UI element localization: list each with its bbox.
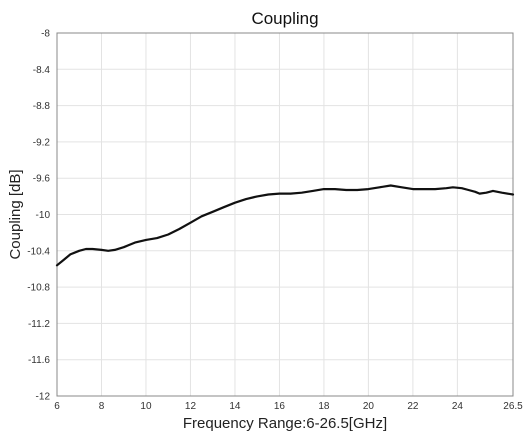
y-tick-label: -8.4 <box>33 65 51 76</box>
x-axis-label: Frequency Range:6-26.5[GHz] <box>183 415 387 432</box>
x-tick-label: 20 <box>363 401 375 412</box>
x-tick-label: 10 <box>140 401 152 412</box>
y-tick-labels: -8 -8.4 -8.8 -9.2 -9.6 -10 -10.4 -10.8 -11.2 -11.… <box>27 29 50 403</box>
y-tick-label: -11.2 <box>28 319 50 330</box>
plot-frame <box>56 32 514 397</box>
chart-title: Coupling <box>251 9 318 28</box>
grid-layer <box>56 32 514 397</box>
x-tick-label: 24 <box>452 401 464 412</box>
x-tick-label: 18 <box>318 401 330 412</box>
x-tick-label: 16 <box>274 401 286 412</box>
y-tick-label: -8 <box>41 29 50 40</box>
y-tick-label: -8.8 <box>33 101 51 112</box>
y-tick-label: -10.8 <box>27 283 50 294</box>
x-tick-label: 22 <box>407 401 419 412</box>
coupling-series-line <box>55 184 515 267</box>
y-tick-label: -9.6 <box>33 174 51 185</box>
y-tick-label: -10 <box>36 210 51 221</box>
x-tick-label: 26.5 <box>503 401 523 412</box>
x-tick-label: 12 <box>185 401 197 412</box>
series-layer <box>55 184 515 267</box>
y-tick-label: -11.6 <box>28 355 50 366</box>
y-tick-label: -12 <box>36 392 51 403</box>
y-tick-label: -9.2 <box>33 137 51 148</box>
x-tick-label: 14 <box>229 401 241 412</box>
x-tick-label: 6 <box>54 401 60 412</box>
x-tick-labels: 6 8 10 12 14 16 18 20 22 24 26.5 <box>54 401 523 412</box>
y-tick-label: -10.4 <box>27 246 50 257</box>
x-tick-label: 8 <box>99 401 105 412</box>
y-axis-label: Coupling [dB] <box>7 169 24 259</box>
